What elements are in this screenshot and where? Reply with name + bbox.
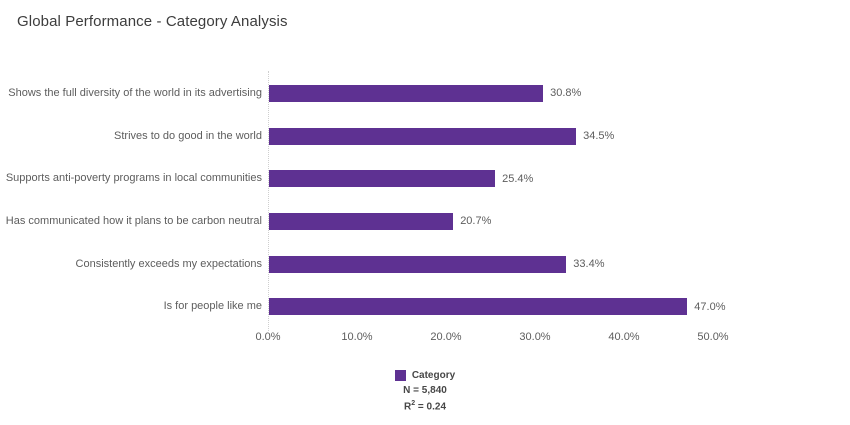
x-axis-tick-label: 40.0% bbox=[608, 331, 640, 343]
bar-row: Supports anti-poverty programs in local … bbox=[0, 157, 850, 200]
x-axis-tick-label: 30.0% bbox=[519, 331, 551, 343]
bar[interactable] bbox=[269, 298, 688, 316]
x-axis: 0.0% 10.0% 20.0% 30.0% 40.0% 50.0% bbox=[255, 331, 728, 345]
bar-rows: Shows the full diversity of the world in… bbox=[0, 72, 850, 328]
chart-title: Global Performance - Category Analysis bbox=[17, 13, 288, 30]
bar[interactable] bbox=[269, 170, 496, 188]
legend-sample-size: N = 5,840 bbox=[403, 385, 447, 396]
value-label: 20.7% bbox=[460, 215, 492, 228]
legend-series-label: Category bbox=[411, 370, 456, 381]
zero-axis-dotted-line bbox=[268, 71, 269, 331]
legend: Category N = 5,840 R2 = 0.24 bbox=[0, 369, 850, 413]
bar-row: Has communicated how it plans to be carb… bbox=[0, 200, 850, 243]
category-label: Has communicated how it plans to be carb… bbox=[5, 215, 262, 228]
r-squared-prefix: R bbox=[404, 401, 412, 413]
x-axis-tick-label: 0.0% bbox=[255, 331, 281, 343]
bar-row: Is for people like me 47.0% bbox=[0, 285, 850, 328]
value-label: 33.4% bbox=[573, 258, 605, 271]
bar-track: 47.0% bbox=[269, 298, 726, 316]
bar[interactable] bbox=[269, 255, 567, 273]
bar-track: 20.7% bbox=[269, 212, 492, 230]
category-label: Supports anti-poverty programs in local … bbox=[5, 172, 262, 185]
bar[interactable] bbox=[269, 84, 544, 102]
legend-swatch-icon bbox=[394, 370, 406, 381]
bar[interactable] bbox=[269, 212, 454, 230]
bar-track: 30.8% bbox=[269, 84, 582, 102]
category-label: Shows the full diversity of the world in… bbox=[8, 87, 262, 100]
value-label: 34.5% bbox=[583, 130, 615, 143]
bar-track: 25.4% bbox=[269, 170, 534, 188]
bar-row: Shows the full diversity of the world in… bbox=[0, 72, 850, 115]
x-axis-tick-label: 50.0% bbox=[697, 331, 729, 343]
r-squared-value: = 0.24 bbox=[415, 401, 446, 413]
bar-track: 34.5% bbox=[269, 127, 615, 145]
bar-row: Consistently exceeds my expectations 33.4… bbox=[0, 243, 850, 286]
value-label: 25.4% bbox=[502, 172, 534, 185]
category-label: Consistently exceeds my expectations bbox=[75, 257, 262, 270]
value-label: 30.8% bbox=[550, 87, 582, 100]
bar[interactable] bbox=[269, 127, 577, 145]
value-label: 47.0% bbox=[694, 300, 726, 313]
x-axis-tick-label: 10.0% bbox=[341, 331, 373, 343]
category-label: Strives to do good in the world bbox=[114, 129, 262, 142]
legend-series-row: Category bbox=[0, 369, 850, 382]
r-squared-exponent: 2 bbox=[411, 400, 416, 407]
bar-track: 33.4% bbox=[269, 255, 605, 273]
legend-r-squared: R2 = 0.24 bbox=[0, 398, 850, 413]
category-label: Is for people like me bbox=[163, 300, 262, 313]
bar-row: Strives to do good in the world 34.5% bbox=[0, 115, 850, 158]
x-axis-tick-label: 20.0% bbox=[430, 331, 462, 343]
